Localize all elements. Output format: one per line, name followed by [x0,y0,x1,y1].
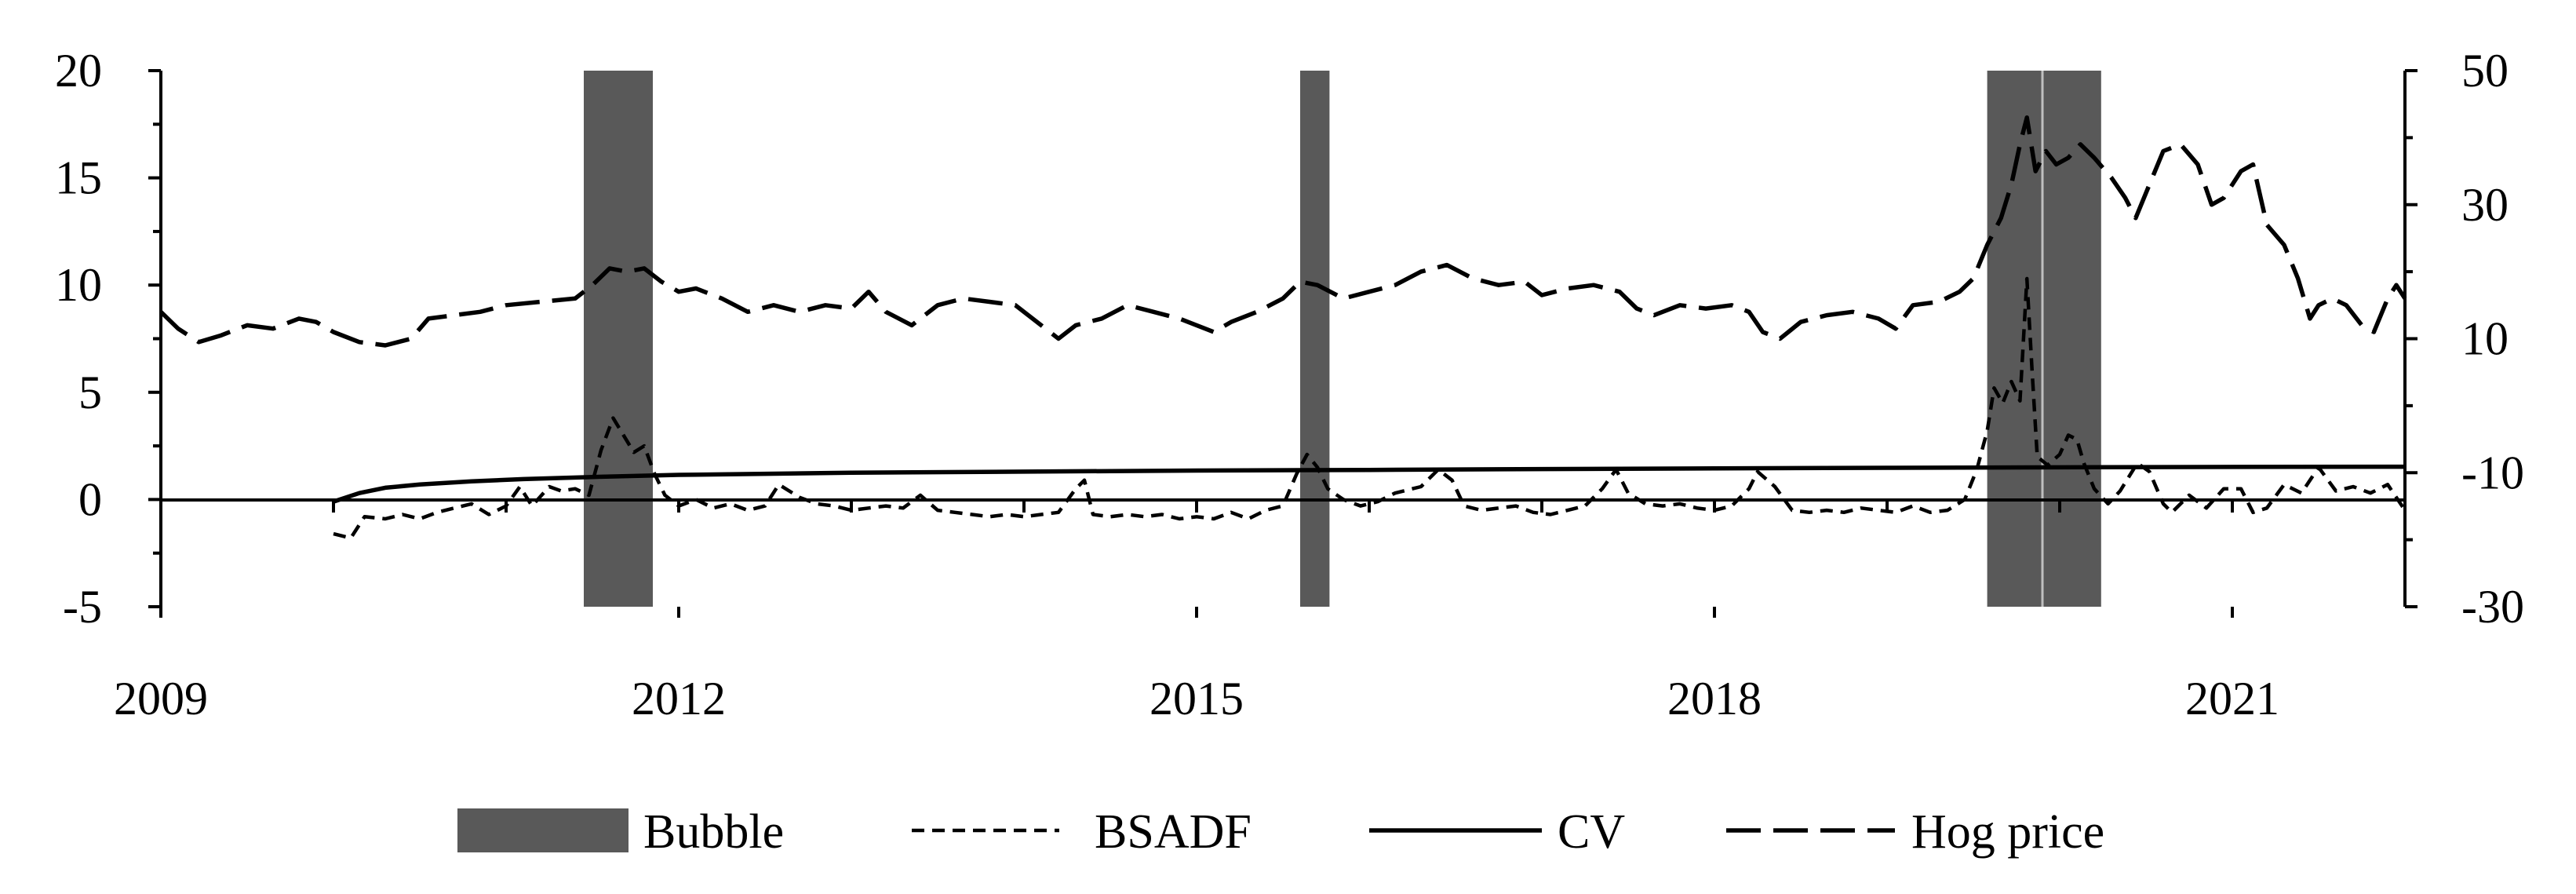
y-left-tick-label: 15 [55,152,102,204]
x-tick-label: 2009 [114,673,208,724]
bubble-band-3 [2042,71,2101,607]
y-left-tick-label: 20 [55,45,102,97]
bubble-layer [584,71,2101,607]
legend-swatch-bubble [457,808,629,852]
legend-label-bsadf: BSADF [1095,805,1252,859]
legend-label-cv: CV [1558,805,1625,859]
y-left-tick-label: 10 [55,259,102,311]
legend-label-hog: Hog price [1911,805,2104,859]
bubble-band-1 [1300,71,1329,607]
x-tick-label: 2018 [1667,673,1762,724]
legend-label-bubble: Bubble [643,805,784,859]
y-right-tick-label: 30 [2461,179,2509,231]
x-tick-label: 2012 [632,673,726,724]
y-left-tick-label: 0 [78,473,102,525]
x-tick-label: 2021 [2185,673,2279,724]
legend: Bubble BSADF CV Hog price [457,805,2104,859]
y-right-tick-label: 10 [2461,313,2509,365]
bubble-band-0 [584,71,653,607]
y-left-tick-label: -5 [63,581,102,633]
y-right-tick-label: -30 [2461,581,2524,633]
y-right-tick-label: 50 [2461,45,2509,97]
x-tick-label: 2015 [1150,673,1244,724]
y-right-tick-label: -10 [2461,447,2524,498]
y-left-tick-label: 5 [78,367,102,418]
